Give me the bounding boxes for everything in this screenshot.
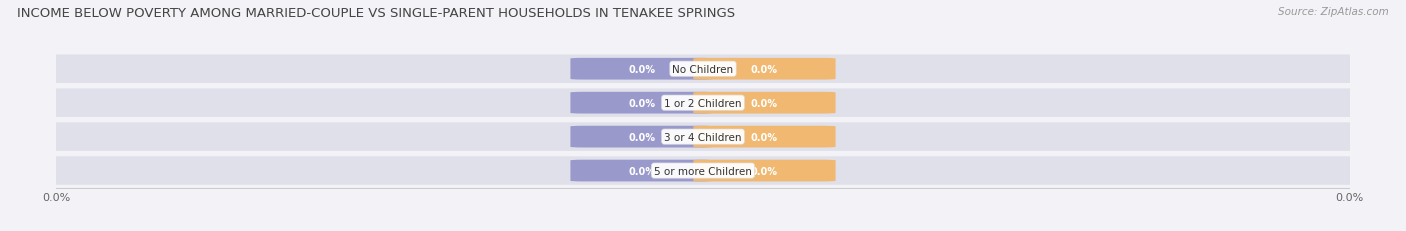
Text: 0.0%: 0.0% xyxy=(628,166,655,176)
FancyBboxPatch shape xyxy=(693,126,835,148)
FancyBboxPatch shape xyxy=(571,126,713,148)
Text: INCOME BELOW POVERTY AMONG MARRIED-COUPLE VS SINGLE-PARENT HOUSEHOLDS IN TENAKEE: INCOME BELOW POVERTY AMONG MARRIED-COUPL… xyxy=(17,7,735,20)
Text: 1 or 2 Children: 1 or 2 Children xyxy=(664,98,742,108)
Text: No Children: No Children xyxy=(672,64,734,74)
FancyBboxPatch shape xyxy=(31,89,1375,117)
FancyBboxPatch shape xyxy=(693,160,835,182)
Text: 3 or 4 Children: 3 or 4 Children xyxy=(664,132,742,142)
Text: 0.0%: 0.0% xyxy=(751,64,778,74)
FancyBboxPatch shape xyxy=(31,123,1375,151)
FancyBboxPatch shape xyxy=(31,55,1375,84)
Text: 0.0%: 0.0% xyxy=(751,98,778,108)
Text: 0.0%: 0.0% xyxy=(628,132,655,142)
FancyBboxPatch shape xyxy=(571,59,713,80)
Text: Source: ZipAtlas.com: Source: ZipAtlas.com xyxy=(1278,7,1389,17)
Text: 5 or more Children: 5 or more Children xyxy=(654,166,752,176)
Text: 0.0%: 0.0% xyxy=(751,166,778,176)
FancyBboxPatch shape xyxy=(571,160,713,182)
FancyBboxPatch shape xyxy=(693,59,835,80)
Text: 0.0%: 0.0% xyxy=(628,98,655,108)
FancyBboxPatch shape xyxy=(693,92,835,114)
Text: 0.0%: 0.0% xyxy=(628,64,655,74)
Text: 0.0%: 0.0% xyxy=(751,132,778,142)
FancyBboxPatch shape xyxy=(31,157,1375,185)
FancyBboxPatch shape xyxy=(571,92,713,114)
